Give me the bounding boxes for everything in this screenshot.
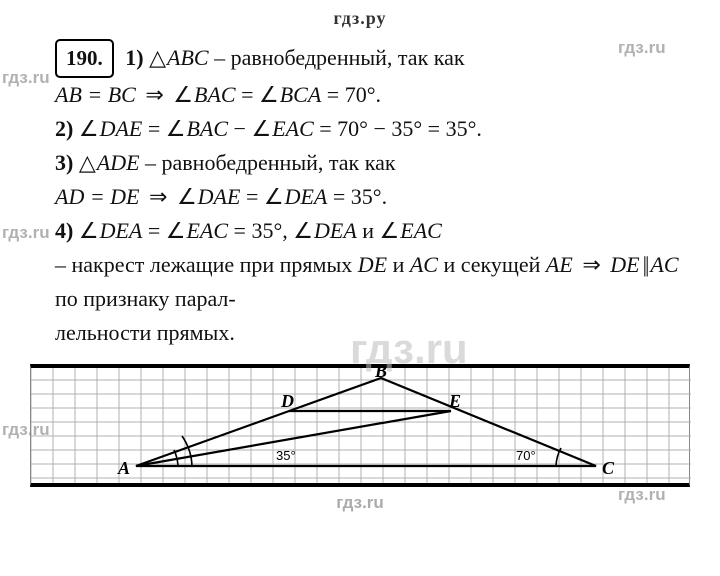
ae: AE [546, 252, 573, 277]
ang-dea3: DEA [293, 218, 357, 243]
s3-txt: – равнобедренный, так как [140, 150, 396, 175]
minus: − [228, 116, 251, 141]
ang-bac: BAC [173, 82, 235, 107]
step-1-num: 1) [125, 45, 143, 70]
implies-icon: ⇒ [145, 82, 163, 107]
ang-bca: BCA [259, 82, 321, 107]
ang-dea: DEA [264, 184, 328, 209]
step-4-line-4: лельности прямых. [55, 316, 690, 350]
step-2-num: 2) [55, 116, 73, 141]
ang-bac2: BAC [166, 116, 228, 141]
de: DE [358, 252, 387, 277]
site-header: гдз.ру [0, 0, 720, 29]
parallel-icon: || [643, 252, 648, 277]
s1-val: = 70°. [327, 82, 381, 107]
svg-text:70°: 70° [516, 448, 536, 463]
ang-dea2: DEA [79, 218, 143, 243]
ang-dae2: DAE [177, 184, 241, 209]
step-3-num: 3) [55, 150, 73, 175]
figure-svg: A B C D E 35° 70° [31, 368, 691, 483]
step-3-line-1: 3) ADE – равнобедренный, так как [55, 146, 690, 180]
s1-eq1: AB = BC [55, 82, 136, 107]
ac: AC [410, 252, 438, 277]
problem-number: 190. [55, 39, 114, 78]
step-4-num: 4) [55, 218, 73, 243]
and: и [357, 218, 380, 243]
s3-val: = 35°. [333, 184, 387, 209]
svg-text:E: E [448, 391, 461, 411]
s4-v1: = 35°, [228, 218, 293, 243]
geometry-figure: A B C D E 35° 70° [30, 364, 690, 487]
tri-ade: ADE [79, 150, 140, 175]
implies-icon: ⇒ [149, 184, 167, 209]
s4-t2b: и [387, 252, 410, 277]
ang-eac3: EAC [380, 218, 442, 243]
svg-text:C: C [602, 458, 615, 478]
s1-txt: – равнобедренный, так как [209, 45, 465, 70]
s2-calc: = 70° − 35° = 35°. [314, 116, 482, 141]
step-1-line-1: 190. 1) ABC – равнобедренный, так как [55, 39, 690, 78]
svg-text:35°: 35° [276, 448, 296, 463]
bottom-watermark: гдз.ru [0, 493, 720, 513]
s4-t2c: и секущей [438, 252, 546, 277]
svg-text:D: D [280, 391, 294, 411]
ac2: AC [650, 252, 678, 277]
step-3-line-2: AD = DE ⇒ DAE = DEA = 35°. [55, 180, 690, 214]
ang-eac: EAC [251, 116, 313, 141]
s4-t3a: по признаку парал- [55, 286, 236, 311]
ang-eac2: EAC [166, 218, 228, 243]
svg-text:A: A [117, 458, 130, 478]
tri-abc: ABC [149, 45, 208, 70]
step-2: 2) DAE = BAC − EAC = 70° − 35° = 35°. [55, 112, 690, 146]
step-1-line-2: AB = BC ⇒ BAC = BCA = 70°. [55, 78, 690, 112]
ang-dae: DAE [79, 116, 143, 141]
solution-content: 190. 1) ABC – равнобедренный, так как AB… [0, 29, 720, 350]
step-4-line-1: 4) DEA = EAC = 35°, DEA и EAC [55, 214, 690, 248]
s3-eq1: AD = DE [55, 184, 140, 209]
s4-t2a: – накрест лежащие при прямых [55, 252, 358, 277]
svg-text:B: B [374, 368, 387, 381]
de2: DE [610, 252, 639, 277]
step-4-line-2: – накрест лежащие при прямых DE и AC и с… [55, 248, 690, 316]
implies-icon: ⇒ [582, 252, 600, 277]
